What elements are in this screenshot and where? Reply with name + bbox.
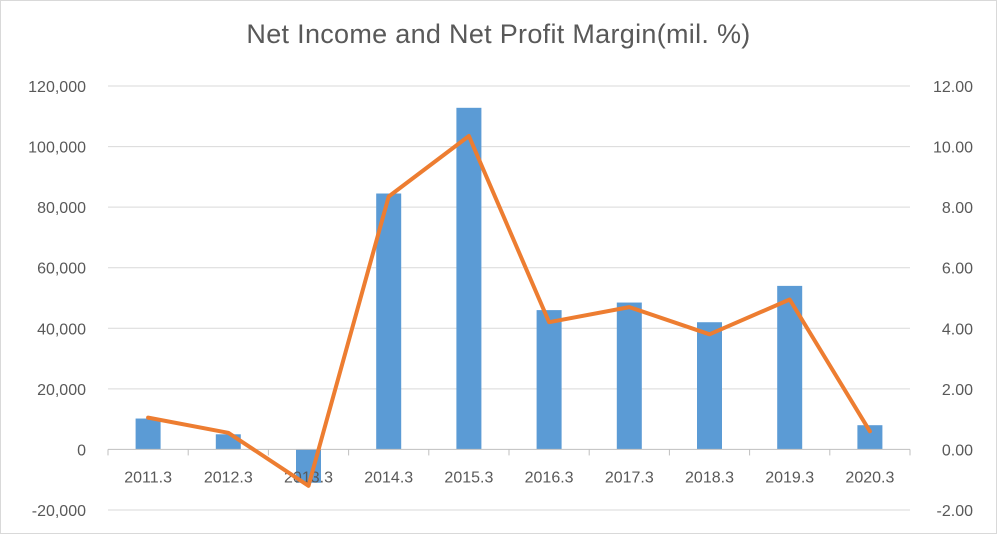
bar [135,418,161,450]
x-tick-label: 2016.3 [525,469,574,486]
y-right-tick-label: 4.00 [942,321,973,338]
y-left-tick-label: -20,000 [32,503,86,520]
x-tick-label: 2011.3 [124,469,172,486]
x-tick-label: 2019.3 [765,469,814,486]
y-left-tick-label: 0 [77,442,86,459]
y-right-tick-label: -2.00 [937,503,974,520]
y-right-tick-label: 2.00 [942,382,973,399]
bar [456,107,482,450]
y-right-tick-label: 6.00 [942,261,973,278]
y-left-tick-label: 20,000 [37,382,86,399]
bar [536,310,562,450]
chart-title: Net Income and Net Profit Margin(mil. %) [246,19,751,49]
x-tick-label: 2014.3 [364,469,413,486]
y-right-tick-label: 12.00 [933,79,973,96]
y-left-tick-label: 100,000 [28,140,86,157]
x-tick-label: 2012.3 [204,469,253,486]
x-tick-label: 2017.3 [605,469,654,486]
series-line [146,134,872,488]
x-tick-label: 2018.3 [685,469,734,486]
y-left-tick-label: 80,000 [37,200,86,217]
x-tick-label: 2015.3 [444,469,493,486]
y-left-tick-label: 60,000 [37,261,86,278]
x-tick-label: 2013.3 [284,469,333,486]
bar [616,302,642,450]
y-right-tick-label: 10.00 [933,140,973,157]
y-right-tick-label: 8.00 [942,200,973,217]
y-left-tick-label: 40,000 [37,321,86,338]
y-left-tick-label: 120,000 [28,79,86,96]
bar [376,193,402,450]
x-tick-label: 2020.3 [845,469,894,486]
bar [697,322,722,450]
y-right-tick-label: 0.00 [942,442,973,459]
